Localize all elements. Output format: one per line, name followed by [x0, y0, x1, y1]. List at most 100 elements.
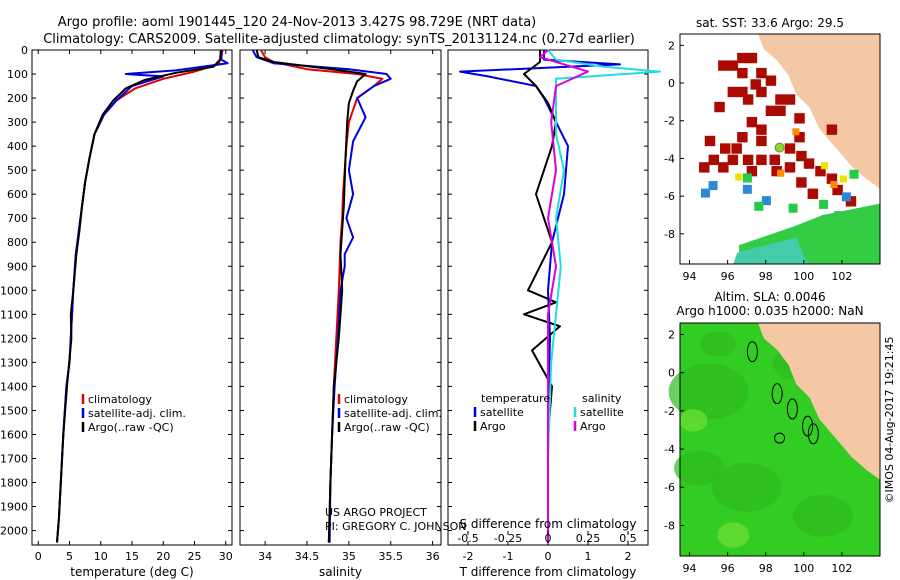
x-tick-label: 1 — [585, 550, 592, 563]
argo-profile-marker — [774, 142, 785, 153]
sst-cell — [737, 132, 748, 143]
y-tick-label: 0 — [668, 77, 675, 90]
sst-cell — [727, 86, 739, 98]
sla-patch — [792, 494, 853, 537]
y-tick-label: 1900 — [0, 501, 28, 514]
land-area — [758, 323, 880, 480]
sst-cell — [746, 116, 758, 128]
sst-cell — [784, 143, 796, 154]
sla-patch — [700, 331, 737, 357]
y-tick-label: 1700 — [0, 452, 28, 465]
legend-label: Argo(..raw -QC) — [88, 421, 174, 434]
sst-cell — [731, 143, 742, 154]
sst-cell — [845, 196, 857, 207]
y-tick-label: -8 — [664, 228, 675, 241]
sla-patch — [668, 363, 749, 420]
sla-map-title-line1: Altim. SLA: 0.0046 — [714, 290, 825, 304]
x-tick-label: 98 — [759, 562, 773, 575]
salinity-panel: 34 34.5 35 35.5 36 salinity climatologysatelli… — [239, 49, 442, 579]
x-tick-label: 34 — [258, 550, 272, 563]
x-tick-label: -0.5 — [457, 532, 478, 545]
sst-cell — [765, 105, 777, 117]
island-outline — [802, 415, 814, 437]
y-tick-label: -6 — [664, 190, 675, 203]
project-credit: US ARGO PROJECT — [325, 506, 427, 519]
legend-label: satellite — [480, 406, 524, 419]
x-tick-label: 0 — [545, 532, 552, 545]
sst-cell — [737, 86, 748, 98]
series-line — [539, 49, 589, 543]
sst-cell — [775, 94, 786, 105]
legend-label: climatology — [344, 393, 408, 406]
x-tick-label: 35.5 — [379, 550, 404, 563]
y-tick-label: 400 — [7, 140, 28, 153]
sst-cell — [832, 184, 843, 196]
legend-label: satellite — [580, 406, 624, 419]
series-line — [56, 49, 222, 543]
y-tick-label: 300 — [7, 116, 28, 129]
sla-map: 94 96 98 100 102 2 0 -2 -4 -6 -8 — [664, 322, 881, 575]
y-tick-label: 1500 — [0, 404, 28, 417]
sla-patch — [679, 409, 708, 432]
y-tick-label: -6 — [664, 481, 675, 494]
sla-patch — [717, 522, 750, 548]
y-tick-label: 0 — [21, 44, 28, 57]
sst-cell — [815, 165, 826, 177]
sst-cool-band — [733, 237, 808, 264]
sst-cell — [803, 158, 815, 169]
sla-patch — [711, 462, 782, 512]
x-tick-label: 34.5 — [295, 550, 320, 563]
sst-cell — [756, 135, 767, 147]
sst-cell — [771, 165, 782, 177]
figure-title-line1: Argo profile: aoml 1901445_120 24-Nov-20… — [58, 15, 537, 30]
y-tick-label: 1100 — [0, 308, 28, 321]
y-tick-label: 2000 — [0, 525, 28, 538]
x-tick-label: 96 — [721, 562, 735, 575]
y-tick-label: 1800 — [0, 477, 28, 490]
sst-cell — [735, 173, 743, 181]
x-tick-label: 94 — [683, 562, 697, 575]
island-outline — [786, 398, 798, 420]
x-tick-label: 10 — [94, 550, 108, 563]
sst-cell — [754, 201, 764, 211]
x-tick-label: 25 — [188, 550, 202, 563]
sst-cell — [742, 94, 754, 105]
y-tick-label: 0 — [668, 367, 675, 380]
x-tick-label: 35 — [342, 550, 356, 563]
x-tick-label: 15 — [125, 550, 139, 563]
x-tick-label: -0.25 — [494, 532, 522, 545]
sst-cell — [699, 162, 710, 173]
sst-cell — [796, 177, 807, 188]
map-frame — [679, 33, 881, 265]
sst-cell — [830, 181, 838, 189]
y-tick-label: 1400 — [0, 380, 28, 393]
sst-cell — [794, 113, 805, 124]
sst-cell — [756, 86, 767, 98]
x-tick-label: 0.25 — [576, 532, 601, 545]
sst-cell — [714, 101, 725, 113]
figure-title-line2: Climatology: CARS2009. Satellite-adjuste… — [43, 32, 635, 47]
sst-cell — [784, 162, 796, 173]
pi-credit: PI: GREGORY C. JOHNSON — [325, 520, 466, 533]
sst-cell — [718, 162, 729, 173]
y-tick-label: 1000 — [0, 284, 28, 297]
y-tick-label: -2 — [664, 115, 675, 128]
x-tick-label: 94 — [683, 270, 697, 283]
sst-cell — [769, 154, 780, 166]
sst-cell — [737, 52, 748, 64]
sst-cell — [708, 181, 718, 191]
map-frame — [679, 322, 881, 557]
x-tick-label: 96 — [721, 270, 735, 283]
x-tick-label: 0 — [545, 550, 552, 563]
sst-cell — [761, 196, 771, 206]
x-tick-label: -1 — [503, 550, 514, 563]
x-axis-label: salinity — [319, 565, 362, 579]
sst-cell — [756, 67, 767, 79]
y-tick-label: 1200 — [0, 332, 28, 345]
sst-cell — [756, 154, 767, 166]
x-axis-label: temperature (deg C) — [70, 565, 193, 579]
y-tick-label: 100 — [7, 68, 28, 81]
x-tick-label: 5 — [66, 550, 73, 563]
y-tick-label: 900 — [7, 260, 28, 273]
